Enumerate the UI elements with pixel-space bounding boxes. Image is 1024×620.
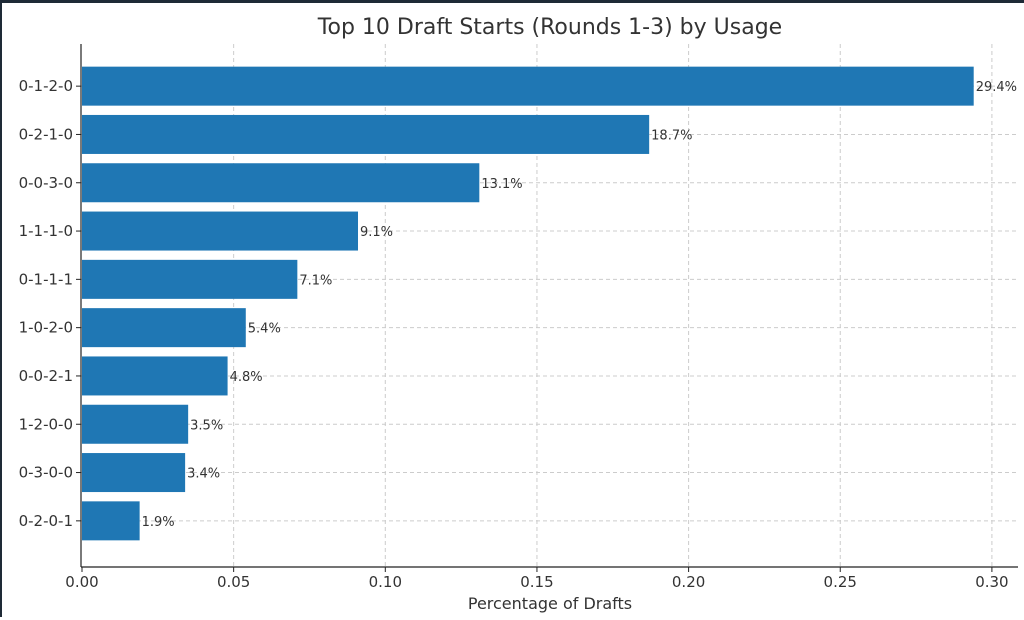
bar (82, 211, 359, 251)
bar (82, 259, 298, 299)
y-tick-label: 0-1-2-0 (19, 77, 73, 95)
bar (82, 66, 974, 106)
x-tick-label: 0.20 (672, 573, 705, 591)
bar-value-label: 9.1% (360, 225, 393, 240)
x-tick-label: 0.10 (369, 573, 402, 591)
bar-value-label: 1.9% (142, 515, 175, 530)
y-tick-label: 1-2-0-0 (19, 415, 73, 433)
data-label-layer: 29.4% 18.7% 13.1% 9.1% 7.1% 5.4% 4.8% 3.5% 3.4% 1… (142, 80, 1017, 530)
bar (82, 501, 140, 541)
y-tick-label: 0-2-0-1 (19, 512, 73, 530)
chart-title: Top 10 Draft Starts (Rounds 1-3) by Usag… (317, 15, 782, 40)
y-tick-label: 1-0-2-0 (19, 319, 73, 337)
bar-value-label: 13.1% (481, 177, 522, 192)
x-tick-label: 0.15 (520, 573, 553, 591)
y-tick-label: 0-0-2-1 (19, 367, 73, 385)
y-tick-label: 0-2-1-0 (19, 125, 73, 143)
bar-value-label: 18.7% (651, 128, 692, 143)
bar (82, 163, 480, 203)
axis-layer: 0-1-2-0 0-2-1-0 0-0-3-0 1-1-1-0 0-1-1-1 1-0-2… (19, 44, 1018, 591)
x-tick-label: 0.25 (824, 573, 857, 591)
bar-value-label: 4.8% (230, 370, 263, 385)
bar-layer (82, 66, 974, 541)
bar-value-label: 3.4% (187, 467, 220, 482)
x-tick-label: 0.00 (65, 573, 98, 591)
x-tick-label: 0.30 (975, 573, 1008, 591)
bar-value-label: 3.5% (190, 418, 223, 433)
bar (82, 404, 189, 444)
y-tick-label: 1-1-1-0 (19, 222, 73, 240)
bar (82, 114, 650, 154)
bar (82, 453, 186, 493)
bar (82, 356, 228, 396)
bar-value-label: 5.4% (248, 322, 281, 337)
x-axis-label: Percentage of Drafts (468, 594, 632, 613)
y-tick-label: 0-1-1-1 (19, 270, 73, 288)
bar-value-label: 7.1% (299, 273, 332, 288)
x-tick-label: 0.05 (217, 573, 250, 591)
y-tick-label: 0-0-3-0 (19, 174, 73, 192)
bar-value-label: 29.4% (976, 80, 1017, 95)
bar (82, 308, 246, 348)
bar-chart: Top 10 Draft Starts (Rounds 1-3) by Usag… (19, 15, 1018, 613)
y-tick-label: 0-3-0-0 (19, 464, 73, 482)
